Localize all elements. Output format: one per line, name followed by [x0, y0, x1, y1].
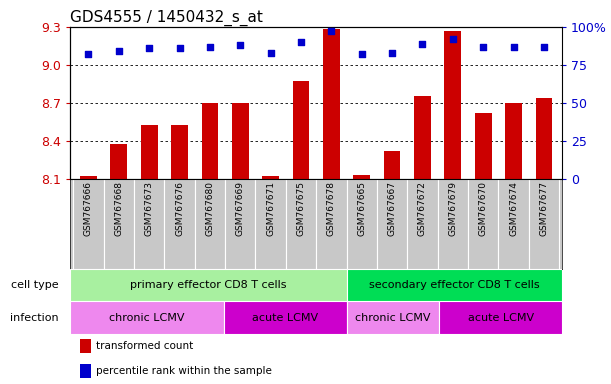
Bar: [316, 179, 346, 269]
Text: GSM767666: GSM767666: [84, 181, 93, 236]
Point: [296, 39, 306, 45]
Text: GSM767676: GSM767676: [175, 181, 184, 236]
Point: [326, 28, 336, 35]
Point: [175, 45, 185, 51]
Bar: [505, 103, 522, 179]
Text: GSM767667: GSM767667: [387, 181, 397, 236]
Point: [84, 51, 93, 57]
Bar: [384, 151, 400, 179]
Bar: [80, 176, 97, 179]
Bar: [70, 301, 224, 334]
Text: GSM767680: GSM767680: [205, 181, 214, 236]
Text: GDS4555 / 1450432_s_at: GDS4555 / 1450432_s_at: [70, 9, 263, 25]
Text: GSM767679: GSM767679: [448, 181, 457, 236]
Bar: [111, 144, 127, 179]
Bar: [323, 30, 340, 179]
Text: percentile rank within the sample: percentile rank within the sample: [96, 366, 272, 376]
Bar: [444, 31, 461, 179]
Text: GSM767670: GSM767670: [478, 181, 488, 236]
Bar: [255, 179, 286, 269]
Bar: [353, 175, 370, 179]
Bar: [202, 103, 218, 179]
Text: transformed count: transformed count: [96, 341, 193, 351]
Bar: [232, 103, 249, 179]
Bar: [414, 96, 431, 179]
Bar: [262, 176, 279, 179]
Bar: [439, 301, 562, 334]
Point: [144, 45, 154, 51]
Bar: [80, 364, 91, 377]
Point: [448, 36, 458, 42]
Bar: [499, 179, 529, 269]
Bar: [134, 179, 164, 269]
Text: cell type: cell type: [11, 280, 59, 290]
Text: GSM767668: GSM767668: [114, 181, 123, 236]
Bar: [529, 179, 559, 269]
Bar: [347, 269, 562, 301]
Point: [205, 43, 215, 50]
Point: [235, 42, 245, 48]
Bar: [536, 98, 552, 179]
Bar: [70, 269, 347, 301]
Text: secondary effector CD8 T cells: secondary effector CD8 T cells: [369, 280, 540, 290]
Bar: [224, 301, 347, 334]
Bar: [104, 179, 134, 269]
Text: GSM767672: GSM767672: [418, 181, 427, 236]
Bar: [408, 179, 437, 269]
Bar: [468, 179, 499, 269]
Text: GSM767677: GSM767677: [540, 181, 549, 236]
Text: acute LCMV: acute LCMV: [467, 313, 533, 323]
Text: GSM767673: GSM767673: [145, 181, 154, 236]
Bar: [195, 179, 225, 269]
Bar: [171, 126, 188, 179]
Text: GSM767675: GSM767675: [296, 181, 306, 236]
Text: GSM767669: GSM767669: [236, 181, 245, 236]
Bar: [475, 113, 491, 179]
Bar: [80, 339, 91, 353]
Bar: [225, 179, 255, 269]
Text: chronic LCMV: chronic LCMV: [109, 313, 185, 323]
Text: infection: infection: [10, 313, 59, 323]
Text: GSM767665: GSM767665: [357, 181, 366, 236]
Bar: [347, 301, 439, 334]
Bar: [73, 179, 104, 269]
Point: [387, 50, 397, 56]
Bar: [164, 179, 195, 269]
Text: GSM767671: GSM767671: [266, 181, 275, 236]
Text: GSM767674: GSM767674: [509, 181, 518, 236]
Text: acute LCMV: acute LCMV: [252, 313, 318, 323]
Point: [114, 48, 124, 54]
Point: [478, 43, 488, 50]
Bar: [293, 81, 309, 179]
Point: [508, 43, 518, 50]
Text: chronic LCMV: chronic LCMV: [355, 313, 431, 323]
Bar: [346, 179, 377, 269]
Bar: [141, 126, 158, 179]
Point: [417, 40, 427, 46]
Text: primary effector CD8 T cells: primary effector CD8 T cells: [130, 280, 287, 290]
Point: [539, 43, 549, 50]
Point: [357, 51, 367, 57]
Bar: [437, 179, 468, 269]
Point: [266, 50, 276, 56]
Bar: [377, 179, 408, 269]
Bar: [286, 179, 316, 269]
Text: GSM767678: GSM767678: [327, 181, 336, 236]
